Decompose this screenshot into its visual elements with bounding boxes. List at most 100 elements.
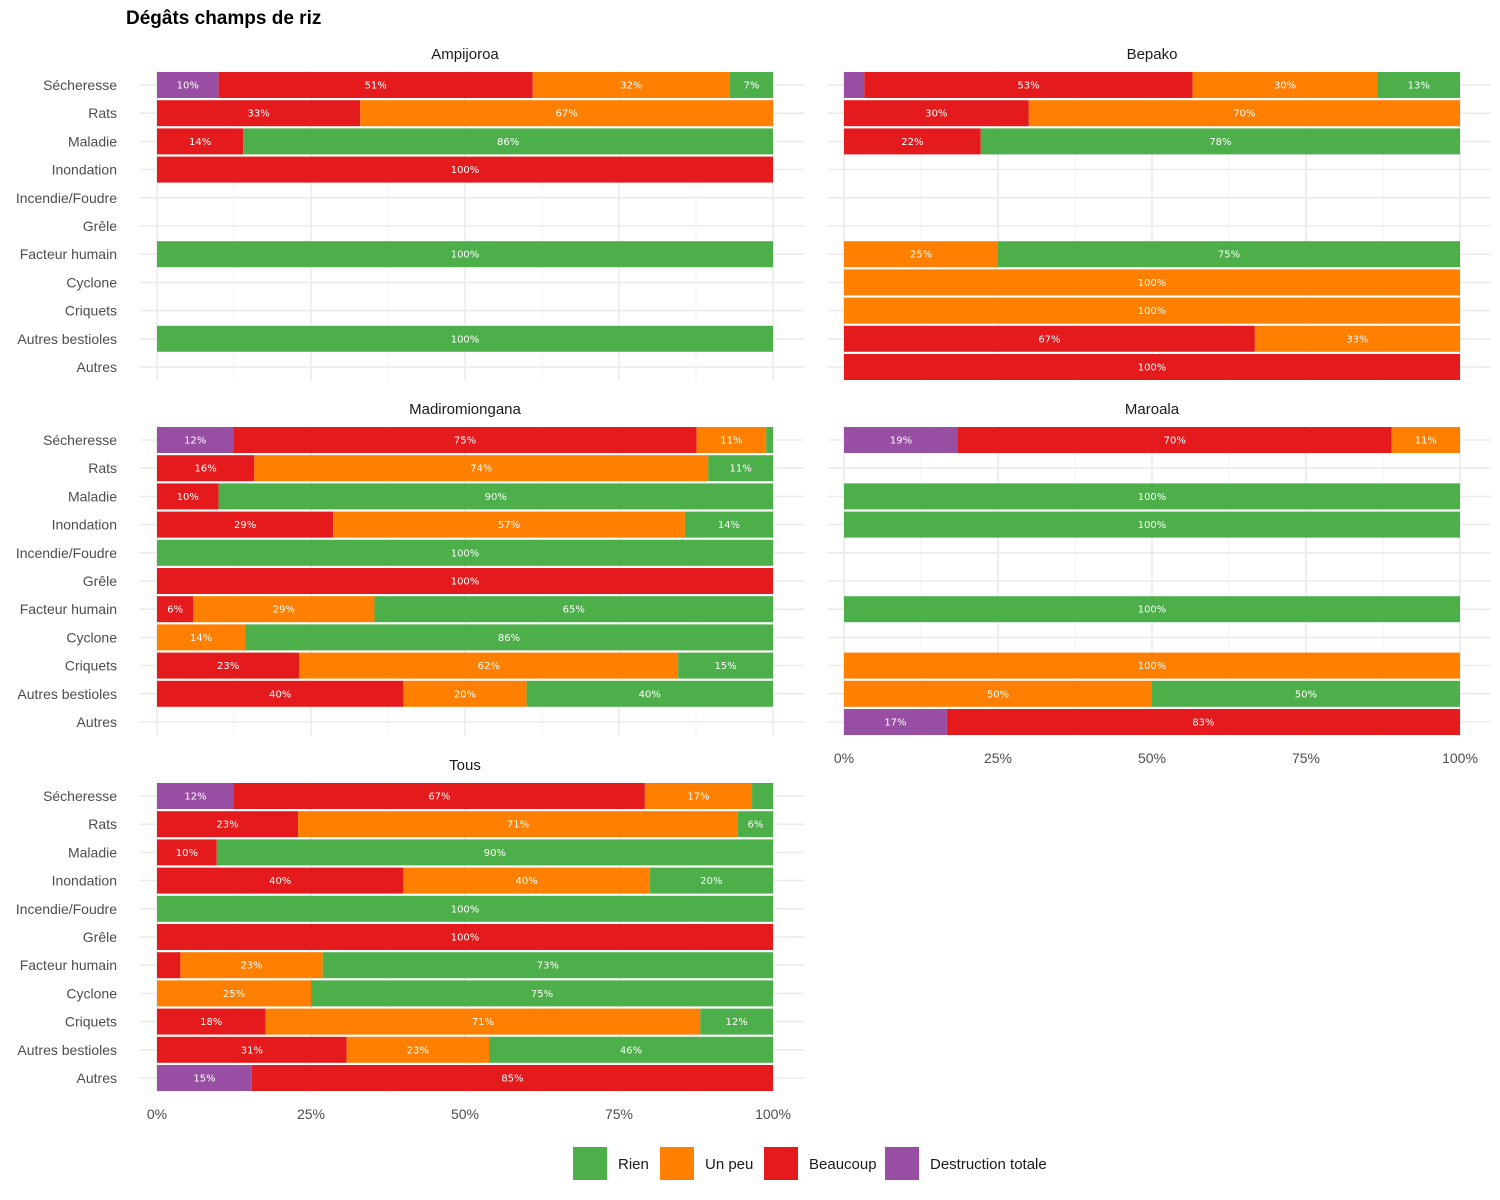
data-label: 67%: [428, 792, 450, 803]
bar-segment-autres-bestioles-rien: [1152, 680, 1460, 707]
bar-segment-facteur-humain-rien: [844, 596, 1460, 623]
y-tick-label: Inondation: [52, 162, 117, 178]
bar-segment-autres-beaucoup: [251, 1065, 773, 1091]
y-tick-label: Cyclone: [66, 985, 117, 1001]
data-label: 33%: [248, 109, 270, 120]
legend-label: Un peu: [705, 1156, 753, 1173]
y-tick-label: Inondation: [52, 517, 117, 533]
panel-title: Tous: [449, 757, 481, 774]
bar-segment-secheresse-un-peu: [532, 72, 730, 98]
bar-segment-autres-destruction-totale: [844, 709, 947, 735]
bar-segment-secheresse-destruction-totale: [844, 72, 865, 98]
bar-segment-cyclone-un-peu: [844, 269, 1460, 296]
y-tick-label: Maladie: [68, 488, 117, 504]
bar-segment-facteur-humain-rien: [157, 241, 773, 268]
legend-swatch: [660, 1147, 694, 1180]
data-label: 100%: [451, 577, 480, 588]
chart-title: Dégâts champs de riz: [126, 8, 321, 29]
bar-segment-grele-beaucoup: [157, 568, 773, 594]
x-tick-label: 75%: [605, 1106, 633, 1122]
y-tick-label: Autres bestioles: [17, 331, 117, 347]
data-label: 40%: [639, 689, 661, 700]
bar-segment-secheresse-beaucoup: [218, 72, 533, 98]
data-label: 100%: [1138, 363, 1167, 374]
x-tick-label: 75%: [1292, 750, 1320, 766]
y-tick-label: Grêle: [83, 218, 117, 234]
legend-swatch: [573, 1147, 607, 1180]
bar-segment-maladie-rien: [980, 128, 1460, 155]
y-tick-label: Maladie: [68, 133, 117, 149]
bar-segment-secheresse-un-peu: [696, 427, 767, 453]
data-label: 14%: [189, 137, 211, 148]
bar-segment-maladie-rien: [216, 839, 773, 866]
bar-segment-criquets-un-peu: [265, 1008, 701, 1035]
data-label: 7%: [744, 81, 760, 92]
data-label: 23%: [407, 1045, 429, 1056]
bar-segment-secheresse-rien: [766, 427, 773, 453]
panel-maroala: Maroala 0% 25% 50% 75% 100% 19% 70% 11% 100% 100% 1…: [828, 401, 1491, 766]
panel-madiromiongana: Madiromiongana Sécheresse Rats Maladie Inond…: [16, 401, 804, 736]
bar-segment-secheresse-rien: [752, 783, 773, 809]
bar-segment-autres-bestioles-rien: [157, 325, 773, 352]
data-label: 15%: [714, 661, 736, 672]
bar-segment-secheresse-beaucoup: [957, 427, 1392, 453]
bar-segment-rats-un-peu: [254, 455, 709, 482]
data-label: 15%: [193, 1074, 215, 1085]
legend-item-destruction-totale: Destruction totale: [885, 1147, 1047, 1180]
data-label: 29%: [273, 605, 295, 616]
x-tick-label: 0%: [147, 1106, 167, 1122]
chart-panels: Ampijoroa Sécheresse Rats Maladie Inondation…: [16, 46, 1491, 1122]
bar-segment-rats-rien: [708, 455, 773, 482]
data-label: 74%: [470, 464, 492, 475]
bar-segment-autres-bestioles-rien: [526, 680, 773, 707]
data-label: 71%: [507, 820, 529, 831]
bar-segment-autres-bestioles-un-peu: [346, 1036, 490, 1063]
panel-title: Maroala: [1125, 401, 1180, 418]
data-label: 46%: [620, 1045, 642, 1056]
bar-segment-facteur-humain-beaucoup: [157, 596, 194, 623]
data-label: 18%: [200, 1017, 222, 1028]
bar-segment-rats-un-peu: [360, 100, 773, 127]
y-tick-label: Autres bestioles: [17, 686, 117, 702]
x-tick-label: 50%: [451, 1106, 479, 1122]
bar-segment-maladie-beaucoup: [157, 128, 244, 155]
data-label: 50%: [1295, 689, 1317, 700]
y-tick-label: Facteur humain: [20, 957, 117, 973]
bar-segment-cyclone-un-peu: [157, 624, 246, 651]
data-label: 40%: [515, 876, 537, 887]
data-label: 100%: [1138, 492, 1167, 503]
data-label: 31%: [241, 1045, 263, 1056]
bar-segment-cyclone-rien: [311, 980, 773, 1007]
y-tick-label: Autres: [77, 714, 117, 730]
y-tick-label: Autres bestioles: [17, 1042, 117, 1058]
data-label: 51%: [365, 81, 387, 92]
x-tick-label: 100%: [1442, 750, 1478, 766]
data-label: 70%: [1164, 436, 1186, 447]
legend-label: Beaucoup: [809, 1156, 877, 1173]
bar-segment-facteur-humain-rien: [374, 596, 773, 623]
data-label: 53%: [1017, 81, 1039, 92]
data-label: 10%: [177, 492, 199, 503]
bar-segment-autres-bestioles-beaucoup: [157, 1036, 347, 1063]
data-label: 83%: [1192, 718, 1214, 729]
data-label: 10%: [177, 81, 199, 92]
bar-segment-autres-beaucoup: [844, 354, 1460, 380]
bar-segment-criquets-rien: [678, 652, 773, 679]
y-tick-label: Criquets: [65, 303, 117, 319]
legend-label: Rien: [618, 1156, 649, 1173]
bar-segment-autres-destruction-totale: [157, 1065, 252, 1091]
data-label: 40%: [269, 689, 291, 700]
data-label: 62%: [478, 661, 500, 672]
data-label: 11%: [730, 464, 752, 475]
data-label: 23%: [217, 661, 239, 672]
legend-label: Destruction totale: [930, 1156, 1047, 1173]
y-tick-label: Facteur humain: [20, 246, 117, 262]
y-tick-label: Grêle: [83, 573, 117, 589]
y-tick-label: Maladie: [68, 844, 117, 860]
bar-segment-secheresse-un-peu: [1192, 72, 1378, 98]
data-label: 11%: [1415, 436, 1437, 447]
y-tick-label: Autres: [77, 1070, 117, 1086]
data-label: 12%: [726, 1017, 748, 1028]
bar-segment-maladie-beaucoup: [844, 128, 981, 155]
bar-segment-criquets-un-peu: [844, 297, 1460, 324]
